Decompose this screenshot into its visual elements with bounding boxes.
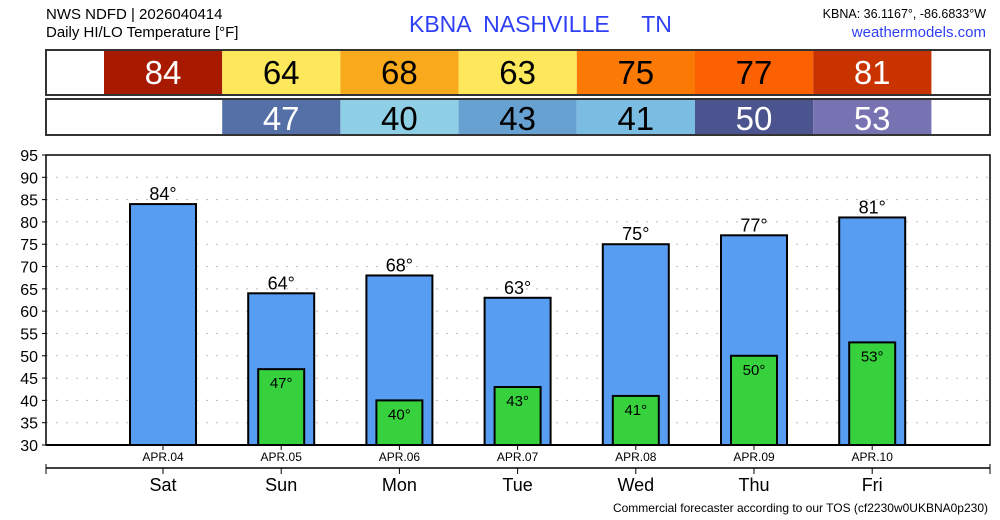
hi-strip-value: 84 — [145, 54, 182, 91]
lo-strip-value: 43 — [499, 100, 536, 137]
hi-strip-cell — [813, 51, 932, 94]
y-tick-label: 60 — [20, 304, 38, 321]
y-tick-label: 45 — [20, 371, 38, 388]
hi-strip-cell — [340, 51, 459, 94]
day-label: Thu — [738, 475, 769, 495]
hi-strip-cell — [222, 51, 341, 94]
hi-bar-label: 77° — [740, 215, 767, 235]
day-label: Fri — [862, 475, 883, 495]
hi-bar — [129, 203, 197, 446]
hi-bar-label: 84° — [149, 184, 176, 204]
lo-strip-cell — [458, 100, 577, 134]
source-label: NWS NDFD | 2026040414 — [46, 6, 222, 23]
hi-strip-cell — [458, 51, 577, 94]
day-label: Sat — [149, 475, 176, 495]
y-tick-label: 40 — [20, 393, 38, 410]
date-label: APR.08 — [615, 450, 657, 464]
y-tick-label: 90 — [20, 170, 38, 187]
hi-strip-value: 68 — [381, 54, 418, 91]
lo-bar — [611, 394, 660, 446]
date-label: APR.09 — [733, 450, 775, 464]
y-tick-label: 85 — [20, 193, 38, 210]
day-label: Mon — [382, 475, 417, 495]
y-tick-label: 30 — [20, 438, 38, 455]
date-label: APR.07 — [497, 450, 539, 464]
day-label: Tue — [502, 475, 532, 495]
lo-bar-label: 41° — [624, 402, 647, 419]
subtitle-label: Daily HI/LO Temperature [°F] — [46, 24, 238, 41]
hi-strip-cell — [104, 51, 223, 94]
y-tick-label: 70 — [20, 260, 38, 277]
footer-note: Commercial forecaster according to our T… — [613, 501, 988, 515]
hi-strip-value: 77 — [736, 54, 773, 91]
lo-bar — [375, 399, 424, 446]
y-tick-label: 55 — [20, 326, 38, 343]
lo-bar-label: 40° — [388, 406, 411, 423]
lo-bar — [848, 341, 897, 446]
hi-strip-value: 81 — [854, 54, 891, 91]
date-label: APR.05 — [261, 450, 303, 464]
lo-strip-cell — [576, 100, 695, 134]
hi-bar-label: 75° — [622, 224, 649, 244]
lo-strip-cell — [813, 100, 932, 134]
hi-strip-cell — [576, 51, 695, 94]
date-label: APR.06 — [379, 450, 421, 464]
lo-bar-label: 53° — [861, 348, 884, 365]
lo-strip-value: 53 — [854, 100, 891, 137]
y-tick-label: 95 — [20, 148, 38, 165]
y-tick-label: 50 — [20, 349, 38, 366]
day-label: Wed — [617, 475, 654, 495]
hi-bar-label: 64° — [268, 273, 295, 293]
hi-strip-value: 64 — [263, 54, 300, 91]
day-label: Sun — [265, 475, 297, 495]
lo-strip-cell — [340, 100, 459, 134]
y-tick-label: 65 — [20, 282, 38, 299]
date-label: APR.10 — [852, 450, 894, 464]
y-tick-label: 35 — [20, 416, 38, 433]
station-title: KBNA NASHVILLE TN — [409, 11, 672, 37]
y-tick-label: 80 — [20, 215, 38, 232]
lo-strip-value: 41 — [617, 100, 654, 137]
lo-bar-label: 50° — [743, 362, 766, 379]
lo-bar — [730, 354, 778, 446]
lo-strip-value: 47 — [263, 100, 300, 137]
hi-strip-value: 63 — [499, 54, 536, 91]
hi-bar-label: 68° — [386, 255, 413, 275]
lo-bar — [493, 386, 542, 446]
hi-strip-value: 75 — [617, 54, 654, 91]
hi-strip-cell — [695, 51, 814, 94]
lo-strip-cell — [222, 100, 341, 134]
date-label: APR.04 — [142, 450, 184, 464]
coords-label: KBNA: 36.1167°, -86.6833°W — [823, 7, 987, 21]
hi-bar-label: 81° — [859, 197, 886, 217]
lo-bar — [257, 368, 306, 446]
lo-bar-label: 47° — [270, 375, 293, 392]
lo-strip-value: 50 — [736, 100, 773, 137]
lo-strip-cell — [695, 100, 814, 134]
site-link[interactable]: weathermodels.com — [851, 24, 986, 41]
lo-strip-value: 40 — [381, 100, 418, 137]
y-tick-label: 75 — [20, 237, 38, 254]
hi-bar-label: 63° — [504, 278, 531, 298]
lo-bar-label: 43° — [506, 393, 529, 410]
